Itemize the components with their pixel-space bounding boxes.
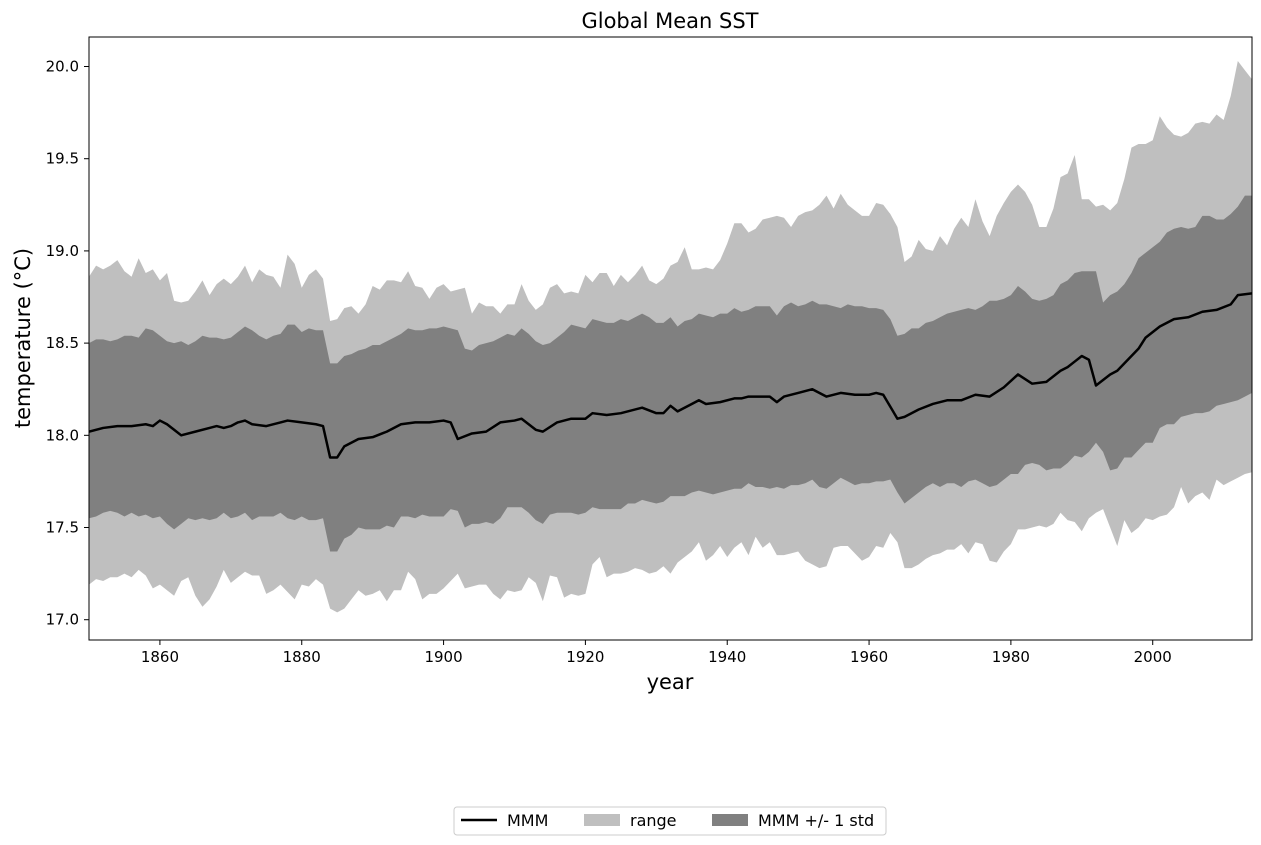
x-axis-label: year [647,670,694,694]
x-tick-label: 1920 [566,648,604,666]
x-tick-label: 1980 [992,648,1030,666]
legend-label-mmm: MMM [507,811,548,830]
y-tick-label: 19.0 [46,242,79,260]
x-tick-label: 1860 [141,648,179,666]
legend-swatch-range [584,814,620,826]
mmm-line [89,292,1252,459]
plot-area [89,60,1252,613]
y-axis: 17.0 17.5 18.0 18.5 19.0 19.5 20.0 [46,58,89,629]
x-tick-label: 1960 [850,648,888,666]
std-band [89,195,1252,552]
y-axis-label: temperature (°C) [11,248,35,428]
x-axis: 1860 1880 1900 1920 1940 1960 1980 2000 [141,640,1172,666]
x-tick-label: 1940 [708,648,746,666]
y-tick-label: 19.5 [46,150,79,168]
legend-swatch-std [712,814,748,826]
y-tick-label: 17.5 [46,519,79,537]
y-tick-label: 18.5 [46,334,79,352]
legend-label-range: range [630,811,677,830]
x-tick-label: 1880 [283,648,321,666]
chart-title: Global Mean SST [581,9,758,33]
x-tick-label: 1900 [424,648,462,666]
plot-frame [88,36,1253,641]
y-tick-label: 20.0 [46,58,79,76]
y-tick-label: 17.0 [46,611,79,629]
legend-label-std: MMM +/- 1 std [758,811,874,830]
legend: MMM range MMM +/- 1 std [453,806,887,836]
x-tick-label: 2000 [1134,648,1172,666]
y-tick-label: 18.0 [46,426,79,444]
legend-frame [453,806,887,836]
